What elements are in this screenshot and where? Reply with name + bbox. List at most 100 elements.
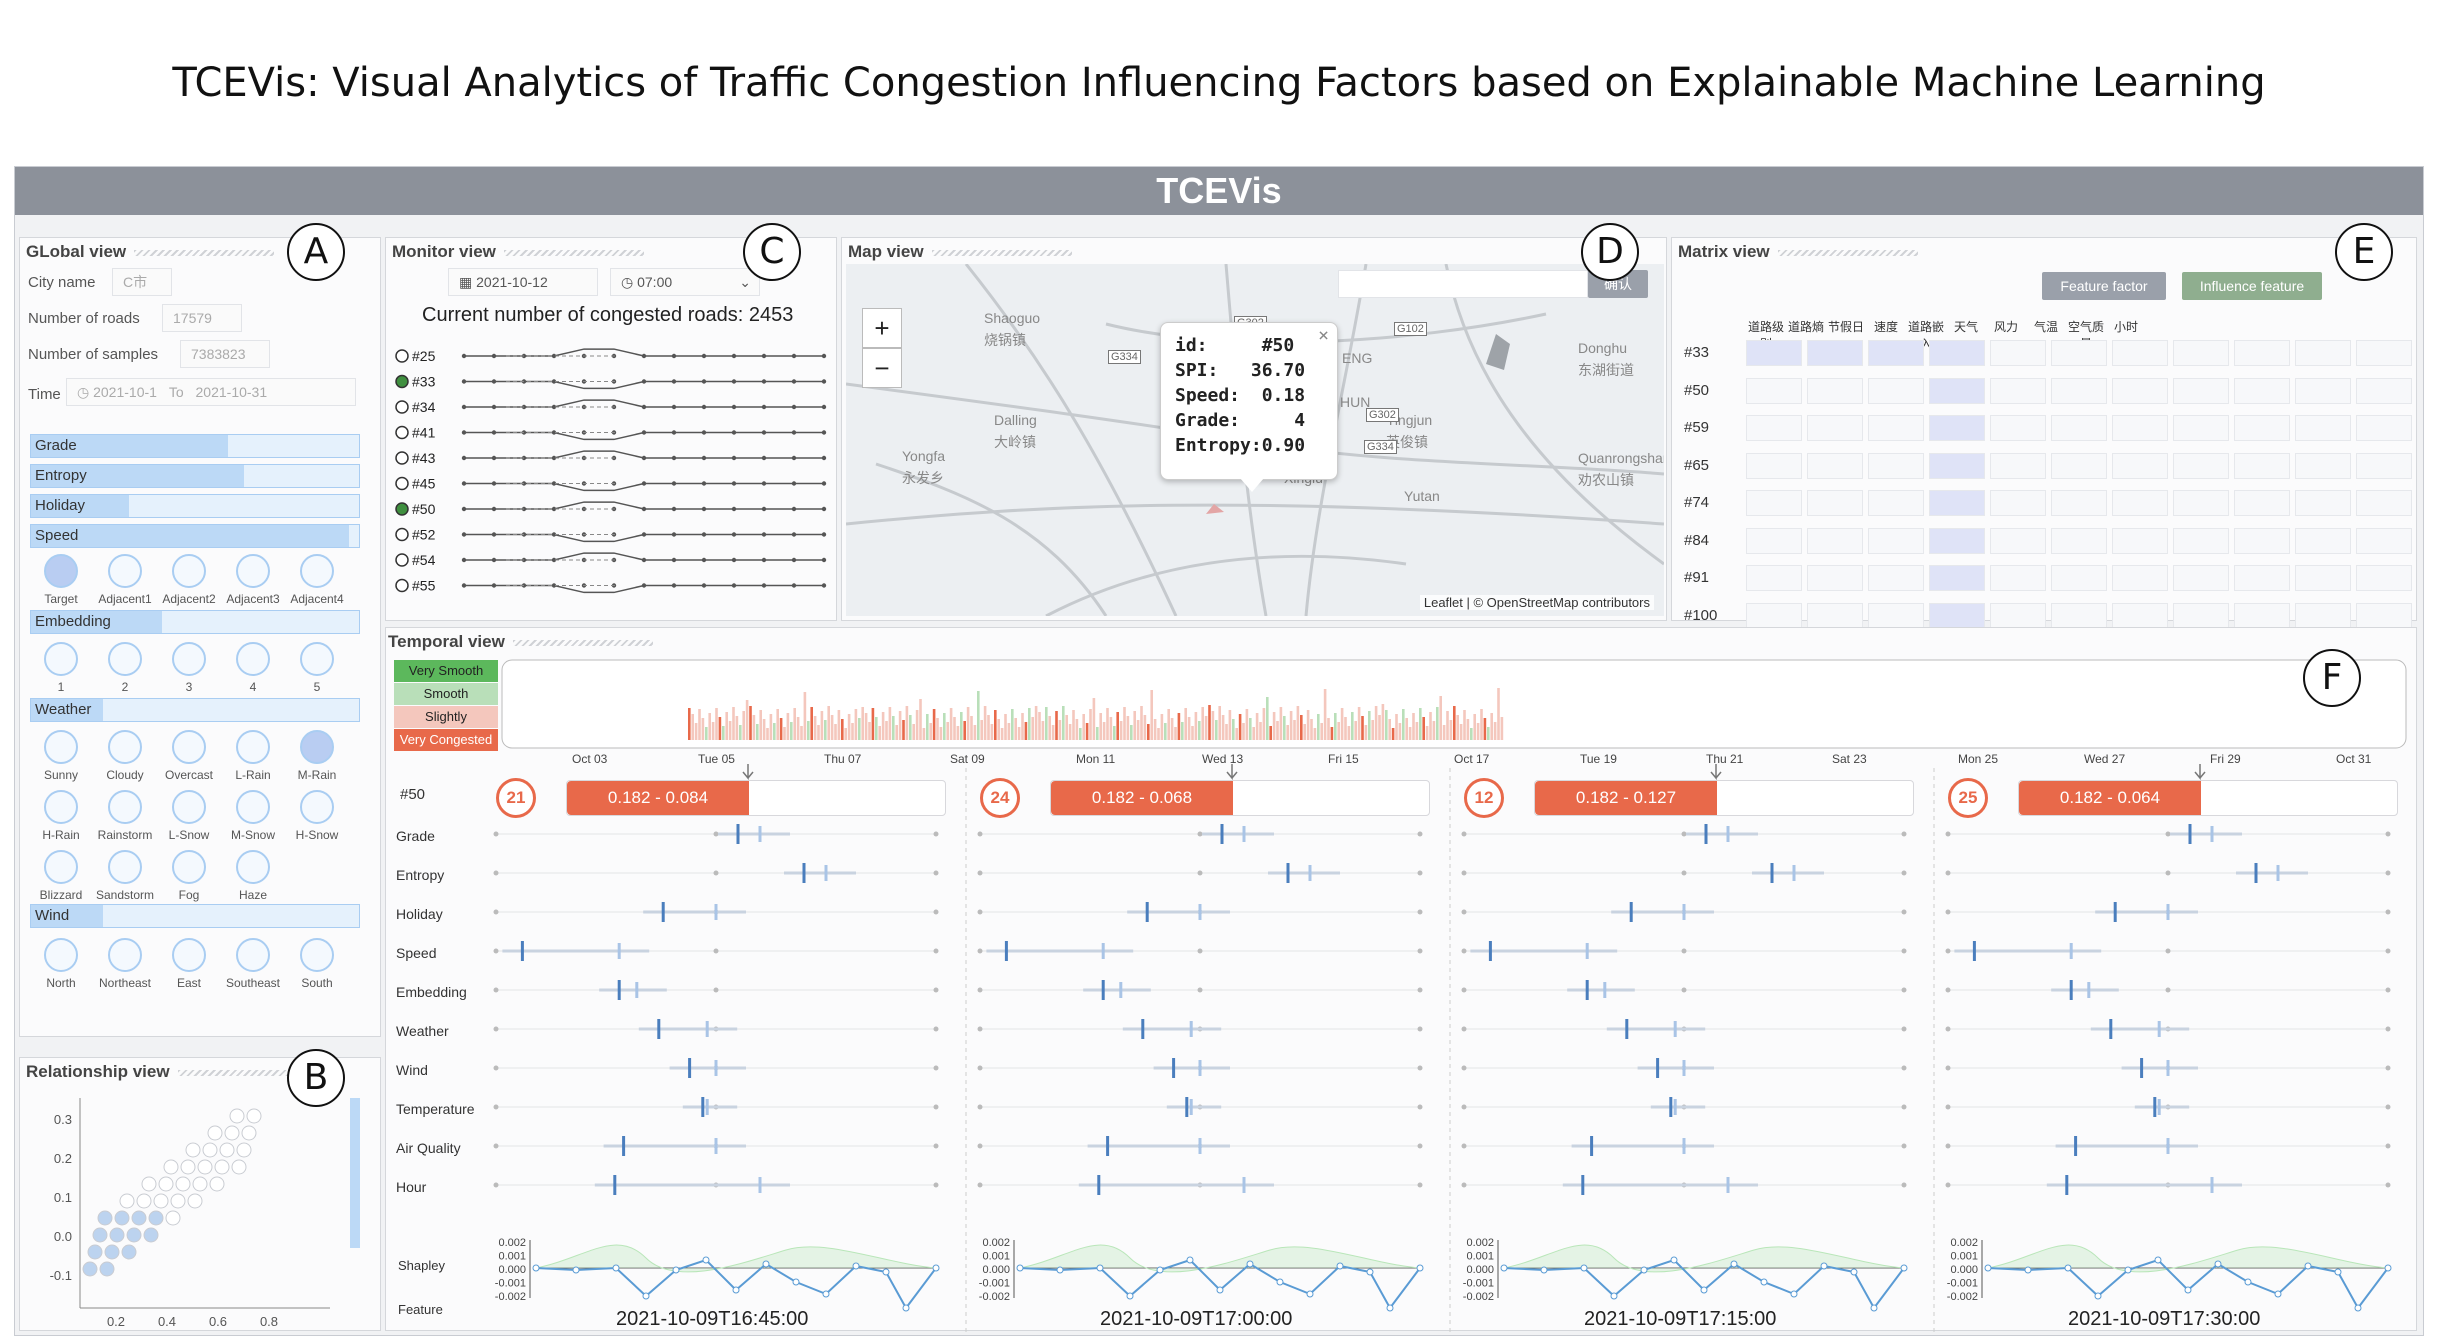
feature-factor-button[interactable]: Feature factor [2042, 272, 2166, 300]
matrix-cell[interactable] [1990, 452, 2046, 479]
matrix-cell[interactable] [2173, 490, 2229, 516]
zoom-in-button[interactable]: + [862, 308, 902, 348]
matrix-cell[interactable] [1929, 602, 1985, 629]
matrix-cell[interactable] [2173, 377, 2229, 404]
knob-southeast[interactable] [236, 938, 270, 972]
matrix-cell[interactable] [1746, 415, 1802, 441]
knob-cloudy[interactable] [108, 730, 142, 764]
knob-m-rain[interactable] [300, 730, 334, 764]
matrix-cell[interactable] [2051, 565, 2107, 591]
matrix-cell[interactable] [2173, 415, 2229, 441]
matrix-cell[interactable] [2051, 490, 2107, 516]
matrix-cell[interactable] [2356, 565, 2412, 591]
matrix-cell[interactable] [2295, 565, 2351, 591]
matrix-cell[interactable] [1990, 565, 2046, 591]
matrix-cell[interactable] [1929, 565, 1985, 591]
knob-haze[interactable] [236, 850, 270, 884]
matrix-cell[interactable] [1929, 490, 1985, 516]
feature-bar-entropy[interactable]: Entropy [30, 464, 360, 488]
knob-target[interactable] [44, 554, 78, 588]
matrix-cell[interactable] [1929, 527, 1985, 554]
matrix-cell[interactable] [2356, 452, 2412, 479]
matrix-cell[interactable] [1807, 527, 1863, 554]
matrix-cell[interactable] [1746, 340, 1802, 366]
knob-l-snow[interactable] [172, 790, 206, 824]
knob-adjacent2[interactable] [172, 554, 206, 588]
matrix-cell[interactable] [2112, 340, 2168, 366]
matrix-cell[interactable] [1929, 340, 1985, 366]
knob-h-rain[interactable] [44, 790, 78, 824]
knob-5[interactable] [300, 642, 334, 676]
matrix-cell[interactable] [1868, 602, 1924, 629]
matrix-cell[interactable] [1868, 490, 1924, 516]
matrix-cell[interactable] [2295, 602, 2351, 629]
feature-bar-weather[interactable]: Weather [30, 698, 360, 722]
matrix-cell[interactable] [2051, 340, 2107, 366]
popup-close-icon[interactable]: × [1318, 325, 1329, 346]
matrix-cell[interactable] [1990, 602, 2046, 629]
matrix-cell[interactable] [1990, 527, 2046, 554]
knob-m-snow[interactable] [236, 790, 270, 824]
knob-east[interactable] [172, 938, 206, 972]
map-attribution[interactable]: Leaflet | © OpenStreetMap contributors [1419, 595, 1654, 610]
time-range-field[interactable]: ◷ 2021-10-1 To 2021-10-31 [66, 378, 356, 406]
matrix-cell[interactable] [1807, 602, 1863, 629]
matrix-cell[interactable] [1746, 490, 1802, 516]
zoom-out-button[interactable]: − [862, 348, 902, 388]
matrix-cell[interactable] [1868, 377, 1924, 404]
matrix-cell[interactable] [1929, 377, 1985, 404]
knob-adjacent3[interactable] [236, 554, 270, 588]
matrix-cell[interactable] [2112, 415, 2168, 441]
matrix-cell[interactable] [1807, 490, 1863, 516]
feature-bar-speed[interactable]: Speed [30, 524, 360, 548]
matrix-cell[interactable] [2051, 452, 2107, 479]
matrix-cell[interactable] [2112, 527, 2168, 554]
matrix-cell[interactable] [2356, 602, 2412, 629]
matrix-cell[interactable] [2295, 452, 2351, 479]
matrix-cell[interactable] [2234, 565, 2290, 591]
matrix-cell[interactable] [2173, 527, 2229, 554]
knob-sandstorm[interactable] [108, 850, 142, 884]
matrix-cell[interactable] [1868, 415, 1924, 441]
matrix-cell[interactable] [1990, 377, 2046, 404]
matrix-cell[interactable] [1868, 340, 1924, 366]
matrix-cell[interactable] [2234, 415, 2290, 441]
matrix-cell[interactable] [1746, 377, 1802, 404]
matrix-cell[interactable] [1746, 527, 1802, 554]
matrix-cell[interactable] [1746, 565, 1802, 591]
matrix-cell[interactable] [2112, 452, 2168, 479]
matrix-cell[interactable] [1746, 452, 1802, 479]
knob-northeast[interactable] [108, 938, 142, 972]
time-picker[interactable]: ◷ 07:00 ⌄ [610, 268, 760, 296]
map-search-input[interactable] [1338, 270, 1588, 298]
matrix-cell[interactable] [2234, 340, 2290, 366]
matrix-cell[interactable] [1990, 415, 2046, 441]
city-name-field[interactable]: C市 [112, 268, 172, 296]
matrix-cell[interactable] [2356, 527, 2412, 554]
matrix-cell[interactable] [1807, 565, 1863, 591]
matrix-cell[interactable] [1807, 340, 1863, 366]
matrix-cell[interactable] [1807, 452, 1863, 479]
matrix-cell[interactable] [2112, 565, 2168, 591]
matrix-cell[interactable] [2295, 340, 2351, 366]
matrix-cell[interactable] [2295, 377, 2351, 404]
knob-blizzard[interactable] [44, 850, 78, 884]
knob-south[interactable] [300, 938, 334, 972]
matrix-cell[interactable] [2356, 415, 2412, 441]
matrix-cell[interactable] [2234, 490, 2290, 516]
matrix-cell[interactable] [2295, 527, 2351, 554]
matrix-cell[interactable] [2173, 602, 2229, 629]
matrix-cell[interactable] [2112, 377, 2168, 404]
knob-adjacent4[interactable] [300, 554, 334, 588]
knob-fog[interactable] [172, 850, 206, 884]
matrix-cell[interactable] [1807, 415, 1863, 441]
knob-adjacent1[interactable] [108, 554, 142, 588]
matrix-cell[interactable] [1990, 340, 2046, 366]
matrix-cell[interactable] [2051, 602, 2107, 629]
knob-north[interactable] [44, 938, 78, 972]
matrix-cell[interactable] [2356, 377, 2412, 404]
knob-h-snow[interactable] [300, 790, 334, 824]
knob-overcast[interactable] [172, 730, 206, 764]
matrix-cell[interactable] [2295, 415, 2351, 441]
knob-3[interactable] [172, 642, 206, 676]
